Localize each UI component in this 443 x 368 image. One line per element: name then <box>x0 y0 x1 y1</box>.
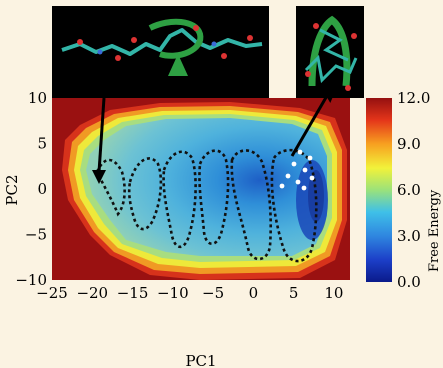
y-tick-label: 0 <box>37 180 47 198</box>
y-tick-label: −5 <box>25 226 47 244</box>
x-axis-label: PC1 <box>185 352 216 368</box>
x-tick-label: 10 <box>324 284 343 302</box>
x-tick-label: 5 <box>289 284 299 302</box>
x-tick-label: −15 <box>117 284 149 302</box>
colorbar-ticks: 12.0 9.0 6.0 3.0 0.0 <box>397 89 430 291</box>
x-tick-label: −20 <box>76 284 108 302</box>
folded-hairpin-inset <box>296 6 364 98</box>
plot-area <box>52 98 350 280</box>
colorbar-label: Free Energy <box>427 189 442 272</box>
y-tick-label: 10 <box>28 89 47 107</box>
colorbar-tick-label: 12.0 <box>397 89 430 107</box>
colorbar-tick-label: 6.0 <box>397 181 421 199</box>
y-axis-label: PC2 <box>3 174 21 205</box>
y-tick-label: −10 <box>15 271 47 289</box>
colorbar-gradient <box>366 98 392 282</box>
x-tick-label: 0 <box>249 284 259 302</box>
colorbar-tick-label: 9.0 <box>397 135 421 153</box>
colorbar: 12.0 9.0 6.0 3.0 0.0 Free Energy <box>366 89 442 291</box>
x-tick-label: −5 <box>202 284 224 302</box>
x-axis-ticks: −25−20−15−10−50510 <box>36 284 343 302</box>
unfolded-structure-inset <box>52 6 269 98</box>
x-tick-label: −10 <box>157 284 189 302</box>
colorbar-tick-label: 3.0 <box>397 227 421 245</box>
colorbar-tick-label: 0.0 <box>397 273 421 291</box>
y-tick-label: 5 <box>37 135 47 153</box>
